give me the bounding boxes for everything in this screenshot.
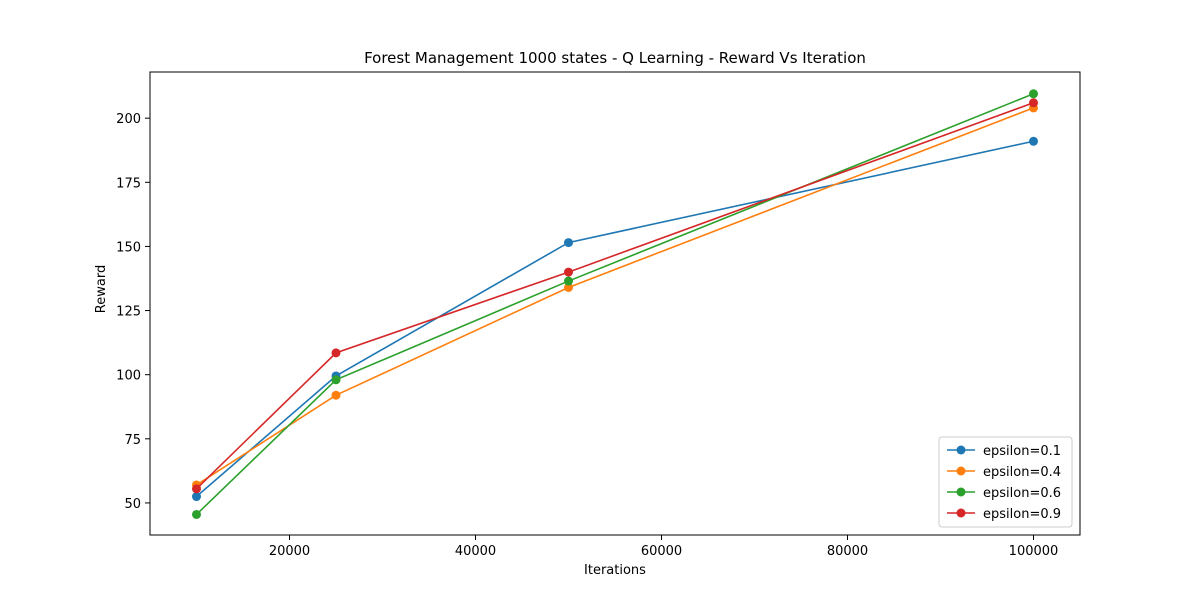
legend-marker — [956, 487, 966, 497]
y-axis-label: Reward — [94, 265, 109, 313]
y-tick-label: 150 — [116, 240, 141, 255]
legend: epsilon=0.1 epsilon=0.4 epsilon=0.6 epsilon… — [938, 436, 1073, 528]
legend-box — [938, 436, 1073, 528]
x-axis-label: Iterations — [584, 563, 646, 578]
y-tick-label: 100 — [116, 369, 141, 384]
legend-label: epsilon=0.6 — [983, 486, 1061, 501]
y-tick-label: 175 — [116, 176, 141, 191]
data-point — [564, 276, 573, 286]
x-tick-label: 60000 — [641, 544, 682, 559]
y-tick-label: 75 — [124, 433, 141, 448]
data-point — [331, 375, 341, 385]
legend-marker — [956, 508, 966, 518]
data-point — [1029, 98, 1038, 108]
data-point — [331, 348, 341, 358]
x-tick-label: 80000 — [827, 544, 868, 559]
y-tick-label: 125 — [116, 305, 141, 320]
data-point — [564, 282, 573, 292]
axes-frame — [149, 71, 1081, 536]
data-point — [564, 238, 573, 248]
series-line — [196, 107, 1034, 486]
data-point — [192, 492, 201, 502]
legend-item: epsilon=0.9 — [947, 507, 1061, 522]
series-epsilon=0.4 — [192, 103, 1038, 490]
series-epsilon=0.9 — [192, 98, 1038, 494]
legend-item: epsilon=0.6 — [947, 486, 1061, 501]
x-tick-label: 20000 — [269, 544, 310, 559]
legend-label: epsilon=0.1 — [983, 444, 1061, 459]
x-tick-label: 40000 — [455, 544, 496, 559]
data-point — [1029, 89, 1038, 99]
chart-title: Forest Management 1000 states - Q Learni… — [364, 49, 866, 67]
data-point — [192, 484, 201, 494]
plot-area: 20000 40000 60000 80000 100000 50 75 100 125 150 1… — [116, 71, 1081, 559]
data-point — [192, 509, 201, 519]
legend-marker — [956, 466, 966, 476]
legend-label: epsilon=0.4 — [983, 465, 1061, 480]
series-line — [195, 102, 1034, 490]
data-point — [564, 267, 573, 277]
y-tick-label: 50 — [124, 497, 141, 512]
series-epsilon=0.1 — [192, 136, 1038, 502]
legend-item: epsilon=0.4 — [947, 465, 1061, 480]
legend-item: epsilon=0.1 — [947, 444, 1061, 459]
legend-marker — [956, 445, 966, 455]
data-point — [1029, 136, 1038, 146]
series-line — [195, 140, 1034, 498]
legend-label: epsilon=0.9 — [983, 507, 1061, 522]
data-point — [331, 390, 341, 400]
y-tick-label: 200 — [116, 112, 141, 127]
series-epsilon=0.6 — [192, 89, 1038, 519]
x-tick-label: 100000 — [1009, 544, 1059, 559]
